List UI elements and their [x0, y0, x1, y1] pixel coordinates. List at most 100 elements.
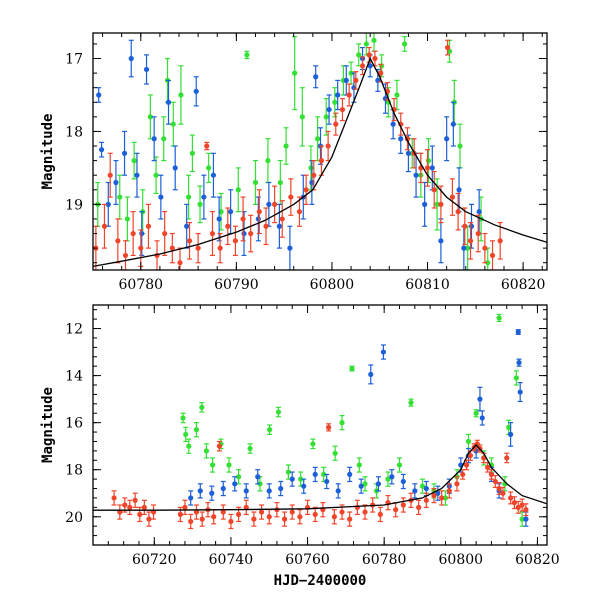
data-point-red [462, 223, 468, 229]
y-axis-label: Magnitude [40, 114, 56, 190]
data-point-blue [324, 478, 330, 485]
data-point-red [209, 230, 216, 237]
data-point-red [256, 209, 262, 215]
data-point-red [497, 238, 503, 244]
data-point-green [189, 150, 196, 156]
data-point-red [288, 194, 294, 200]
data-point-red [424, 165, 431, 171]
data-point-blue [343, 77, 349, 83]
data-point-red [169, 245, 175, 251]
data-point-green [117, 194, 123, 200]
data-point-green [235, 187, 241, 193]
data-point-green [323, 114, 329, 120]
data-point-red [378, 70, 384, 76]
data-point-blue [367, 63, 373, 69]
data-point-green [203, 448, 210, 454]
data-point-blue [429, 165, 435, 171]
data-point-red [354, 504, 360, 510]
data-point-green [235, 474, 242, 480]
data-point-green [371, 37, 377, 43]
data-point-red [272, 201, 278, 207]
data-point-red [423, 497, 429, 503]
y-tick-label: 18 [65, 463, 83, 479]
data-point-red [137, 511, 143, 518]
data-point-green [275, 409, 282, 415]
data-point-green [267, 427, 273, 433]
model-curve [93, 56, 547, 268]
data-point-red [339, 106, 346, 113]
x-tick-label: 60720 [132, 552, 177, 568]
data-point-red [393, 507, 399, 513]
data-point-red [359, 63, 366, 69]
data-point-green [247, 445, 253, 452]
data-point-blue [301, 483, 307, 489]
data-point-green [265, 158, 271, 164]
data-point-red [130, 230, 136, 237]
data-point-green [226, 462, 232, 468]
data-point-blue [151, 136, 157, 142]
data-point-red [333, 121, 339, 127]
series-red [111, 423, 529, 530]
series-green [180, 313, 525, 527]
data-point-red [258, 509, 265, 515]
data-point-red [475, 230, 481, 237]
data-point-blue [266, 488, 272, 494]
data-point-blue [389, 474, 395, 480]
data-point-blue [335, 488, 341, 494]
data-point-red [511, 500, 518, 506]
data-point-red [339, 509, 345, 515]
data-point-blue [313, 74, 319, 80]
y-tick-label: 14 [65, 369, 83, 385]
data-point-green [193, 427, 200, 433]
data-point-blue [450, 121, 456, 127]
data-point-red [297, 514, 303, 520]
data-point-blue [121, 150, 128, 156]
data-point-blue [358, 483, 364, 489]
data-point-blue [216, 216, 222, 222]
data-point-green [131, 158, 137, 164]
data-point-green [218, 209, 224, 215]
data-point-red [444, 44, 451, 51]
data-point-red [127, 504, 133, 510]
data-point-green [362, 481, 368, 487]
data-point-red [248, 230, 254, 237]
data-point-red [446, 488, 452, 494]
data-point-red [243, 504, 249, 510]
data-point-blue [96, 92, 102, 98]
y-tick-label: 20 [65, 510, 83, 526]
data-point-red [188, 518, 194, 525]
data-point-green [349, 365, 355, 372]
data-point-red [216, 443, 223, 449]
data-point-blue [398, 136, 404, 142]
x-tick-label: 60740 [209, 552, 254, 568]
data-point-red [141, 504, 147, 510]
data-point-red [431, 492, 437, 499]
data-point-blue [380, 349, 387, 355]
data-point-green [180, 415, 186, 421]
data-point-red [251, 516, 257, 522]
y-tick-label: 17 [65, 52, 83, 68]
data-point-green [385, 476, 391, 482]
data-point-red [326, 424, 332, 430]
data-point-green [394, 92, 400, 98]
data-point-green [419, 483, 426, 489]
data-point-blue [477, 396, 483, 402]
data-point-red [138, 245, 144, 251]
x-tick-label: 60800 [310, 277, 355, 293]
data-point-green [356, 52, 362, 58]
data-point-blue [312, 471, 318, 478]
x-tick-label: 60780 [362, 552, 407, 568]
data-point-blue [193, 88, 199, 94]
data-point-red [362, 509, 368, 515]
data-point-blue [516, 360, 522, 366]
x-tick-label: 60760 [285, 552, 330, 568]
y-tick-label: 16 [65, 416, 83, 432]
data-point-blue [517, 389, 523, 395]
data-point-blue [444, 136, 450, 142]
data-point-green [209, 462, 216, 468]
x-tick-label: 60780 [119, 277, 164, 293]
data-point-red [515, 504, 521, 510]
data-point-red [296, 209, 303, 215]
data-point-red [122, 252, 129, 259]
data-point-red [489, 252, 496, 259]
